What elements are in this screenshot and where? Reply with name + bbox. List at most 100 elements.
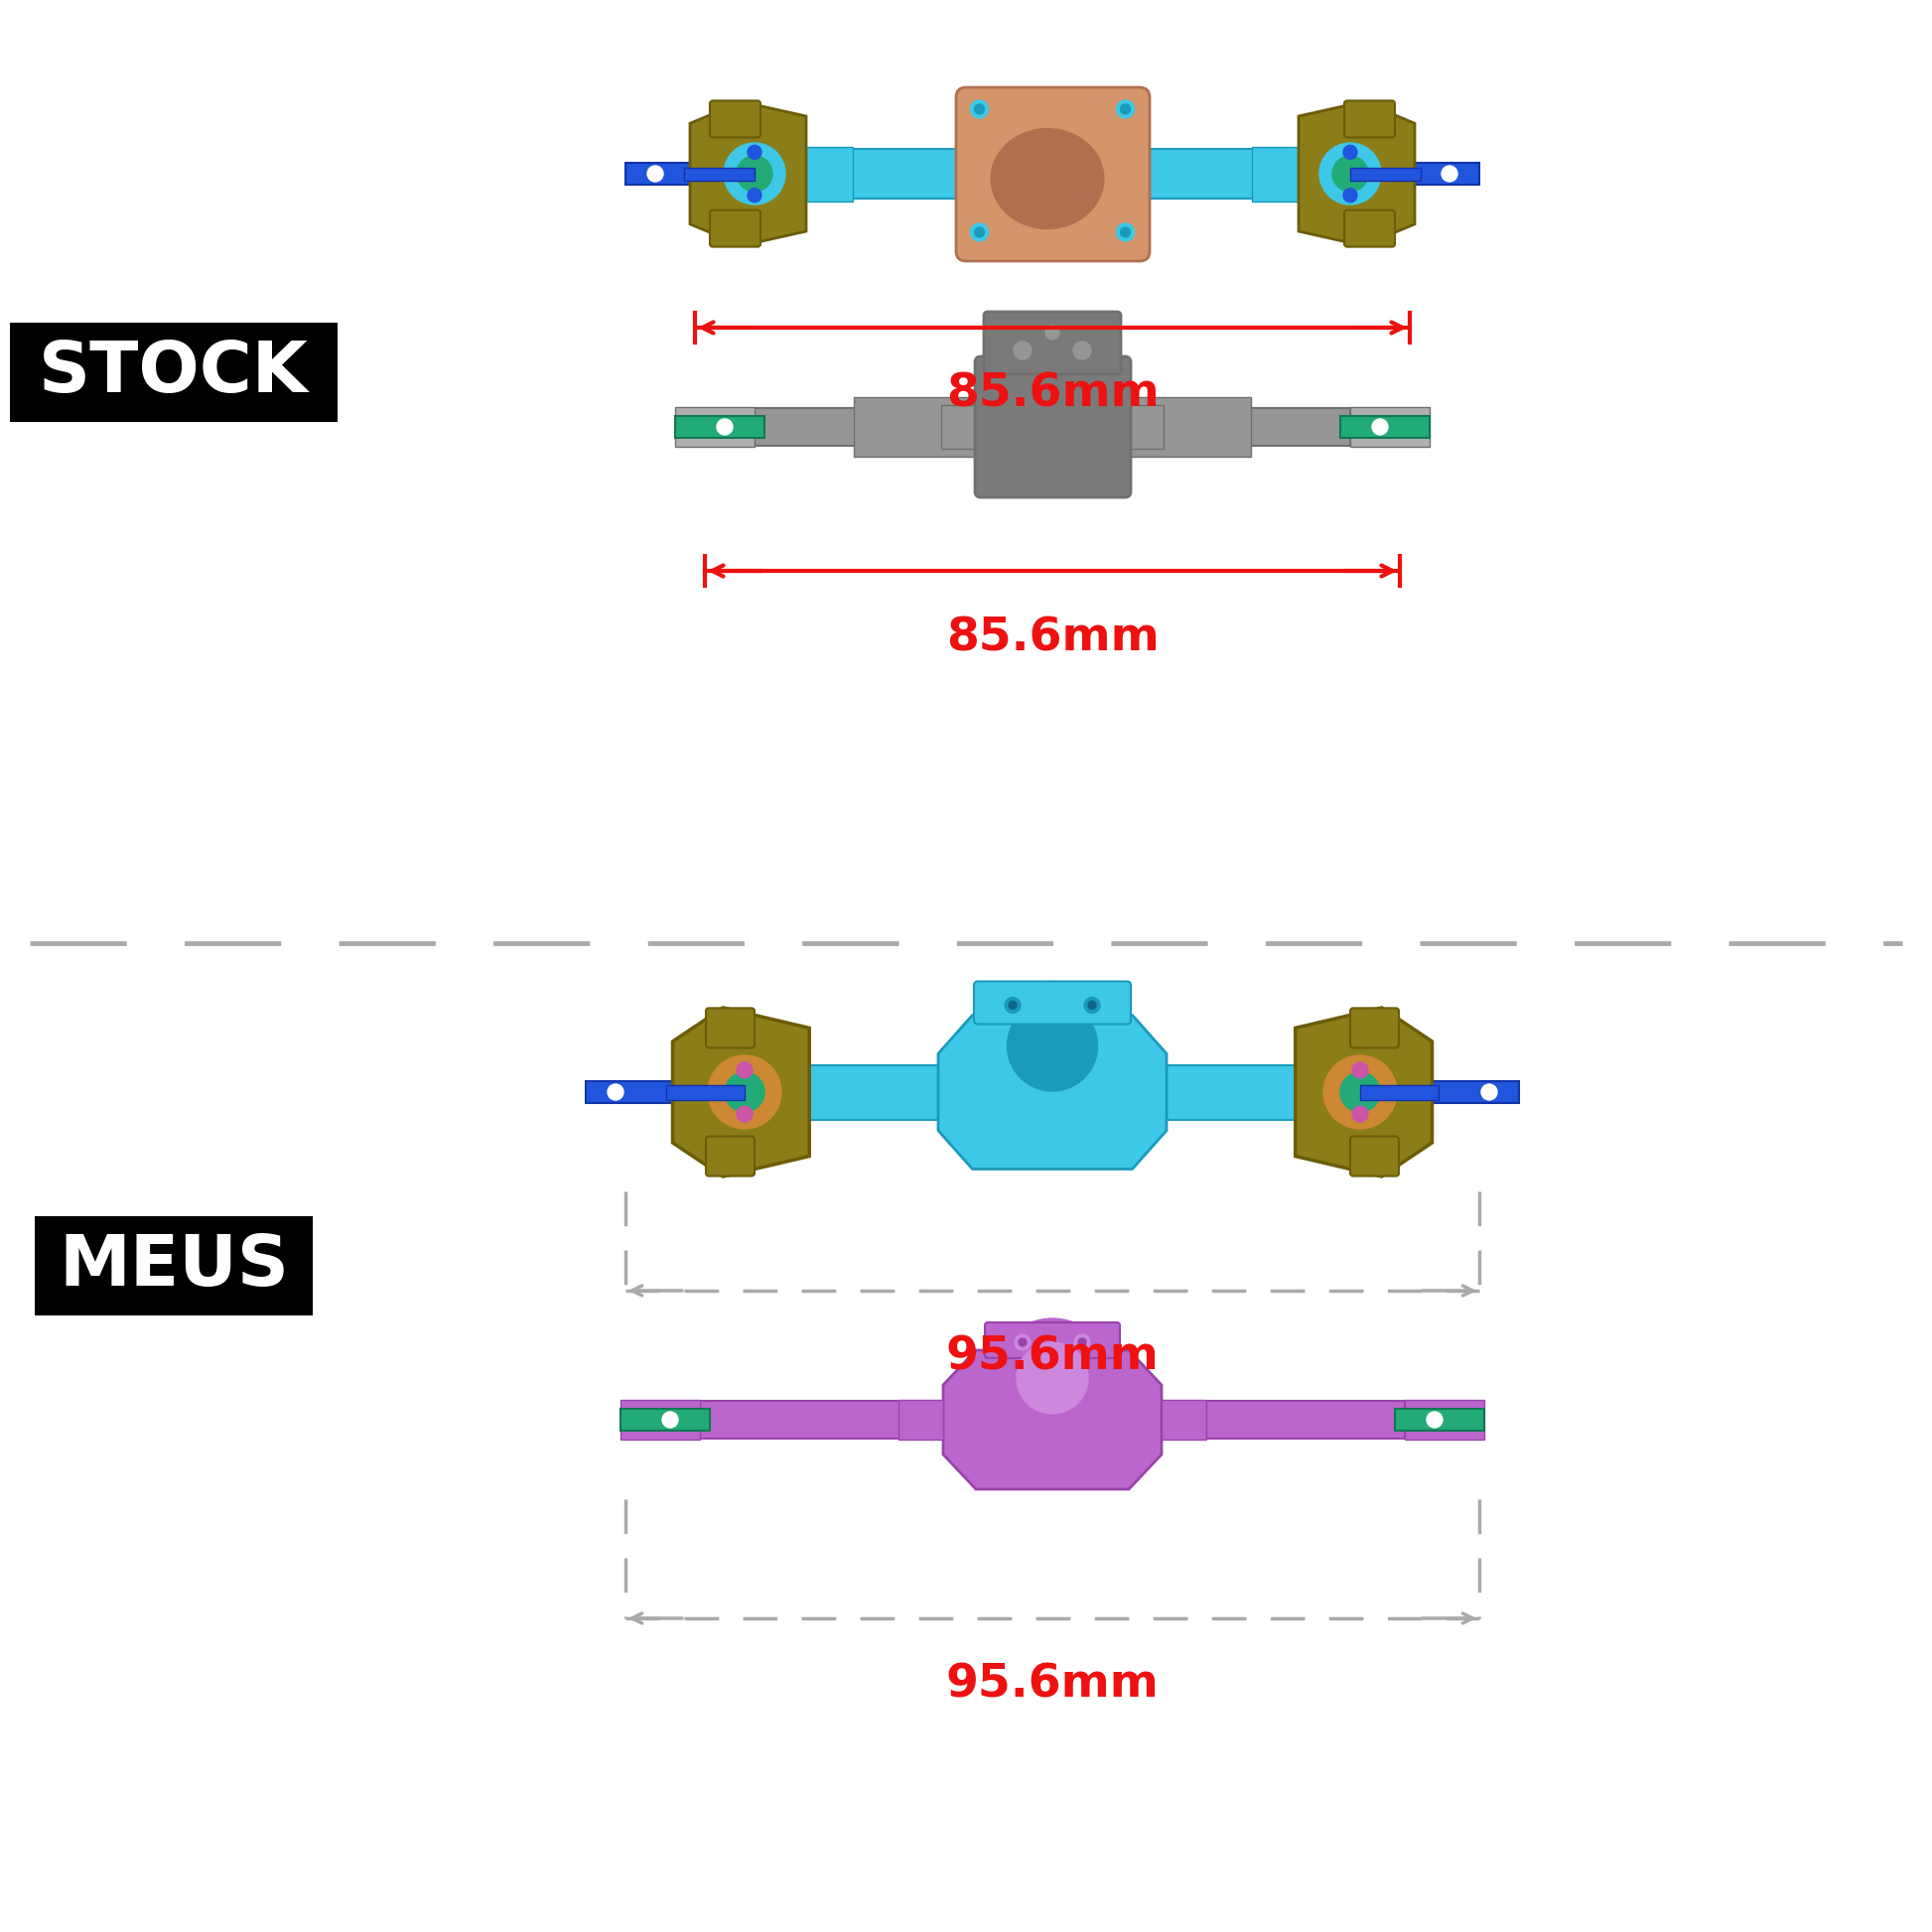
Bar bbox=[674, 408, 755, 446]
Polygon shape bbox=[1294, 1009, 1432, 1177]
Circle shape bbox=[736, 1063, 753, 1078]
Polygon shape bbox=[1298, 102, 1414, 245]
Polygon shape bbox=[943, 1350, 1161, 1490]
Circle shape bbox=[1352, 1107, 1368, 1122]
Circle shape bbox=[724, 143, 784, 205]
Circle shape bbox=[717, 419, 732, 435]
Circle shape bbox=[1426, 1412, 1443, 1428]
Circle shape bbox=[1482, 1084, 1497, 1099]
Bar bbox=[620, 1408, 709, 1430]
Circle shape bbox=[1333, 156, 1368, 191]
FancyBboxPatch shape bbox=[976, 355, 1130, 497]
Circle shape bbox=[1121, 104, 1130, 114]
Circle shape bbox=[748, 145, 761, 158]
Bar bbox=[1360, 1086, 1439, 1099]
Circle shape bbox=[1088, 1001, 1095, 1009]
Bar bbox=[898, 1401, 943, 1439]
Circle shape bbox=[974, 228, 985, 238]
Polygon shape bbox=[672, 1009, 810, 1177]
Bar bbox=[800, 1065, 1306, 1121]
FancyBboxPatch shape bbox=[1350, 1009, 1399, 1047]
Circle shape bbox=[1441, 166, 1457, 182]
Bar bbox=[585, 1082, 697, 1103]
Ellipse shape bbox=[991, 129, 1103, 228]
Circle shape bbox=[1343, 145, 1356, 158]
FancyBboxPatch shape bbox=[35, 1215, 313, 1316]
Circle shape bbox=[1372, 419, 1387, 435]
Polygon shape bbox=[690, 102, 806, 245]
Circle shape bbox=[970, 100, 989, 118]
Text: 95.6mm: 95.6mm bbox=[945, 1335, 1159, 1379]
Bar bbox=[684, 168, 755, 182]
Circle shape bbox=[1117, 224, 1134, 242]
Circle shape bbox=[1121, 228, 1130, 238]
Circle shape bbox=[1084, 997, 1099, 1012]
Bar bbox=[1124, 406, 1163, 448]
FancyBboxPatch shape bbox=[1345, 211, 1395, 247]
Circle shape bbox=[993, 1318, 1113, 1437]
FancyBboxPatch shape bbox=[709, 100, 761, 137]
Circle shape bbox=[663, 1412, 678, 1428]
FancyBboxPatch shape bbox=[974, 981, 1130, 1024]
Circle shape bbox=[987, 981, 1117, 1111]
Bar bbox=[1405, 1401, 1484, 1439]
Circle shape bbox=[748, 187, 761, 203]
Circle shape bbox=[707, 1055, 781, 1128]
Circle shape bbox=[1074, 1335, 1090, 1350]
Bar bbox=[1408, 1082, 1519, 1103]
Circle shape bbox=[1352, 1063, 1368, 1078]
Bar bbox=[1252, 147, 1312, 201]
FancyBboxPatch shape bbox=[983, 311, 1121, 375]
Bar bbox=[674, 415, 765, 439]
Bar bbox=[794, 147, 852, 201]
Text: STOCK: STOCK bbox=[39, 338, 309, 406]
FancyBboxPatch shape bbox=[705, 1009, 755, 1047]
Circle shape bbox=[1014, 1335, 1030, 1350]
Bar bbox=[1341, 415, 1430, 439]
Circle shape bbox=[1323, 1055, 1397, 1128]
Circle shape bbox=[1072, 342, 1092, 359]
Circle shape bbox=[1014, 342, 1032, 359]
Circle shape bbox=[1078, 1339, 1086, 1347]
Circle shape bbox=[1007, 1001, 1097, 1092]
FancyBboxPatch shape bbox=[1350, 1136, 1399, 1177]
Circle shape bbox=[1343, 187, 1356, 203]
Circle shape bbox=[974, 104, 985, 114]
Bar bbox=[1395, 1408, 1484, 1430]
Bar bbox=[699, 1401, 1405, 1439]
FancyBboxPatch shape bbox=[956, 87, 1150, 261]
Bar bbox=[800, 149, 1304, 199]
Text: 95.6mm: 95.6mm bbox=[945, 1663, 1159, 1708]
Circle shape bbox=[736, 156, 773, 191]
FancyBboxPatch shape bbox=[705, 1136, 755, 1177]
Circle shape bbox=[1005, 997, 1020, 1012]
Circle shape bbox=[970, 224, 989, 242]
Circle shape bbox=[607, 1084, 624, 1099]
Bar bbox=[626, 162, 711, 185]
Bar bbox=[755, 408, 1350, 446]
Circle shape bbox=[1045, 327, 1059, 340]
Bar bbox=[620, 1401, 699, 1439]
Bar bbox=[1161, 1401, 1206, 1439]
Circle shape bbox=[1016, 1343, 1088, 1414]
FancyBboxPatch shape bbox=[709, 211, 761, 247]
Circle shape bbox=[1341, 1072, 1379, 1113]
Bar bbox=[1350, 408, 1430, 446]
Circle shape bbox=[1009, 1001, 1016, 1009]
Circle shape bbox=[736, 1107, 753, 1122]
Circle shape bbox=[1320, 143, 1381, 205]
Bar bbox=[941, 406, 981, 448]
FancyBboxPatch shape bbox=[1345, 100, 1395, 137]
Text: 85.6mm: 85.6mm bbox=[947, 616, 1159, 661]
Bar bbox=[667, 1086, 744, 1099]
Polygon shape bbox=[939, 1014, 1167, 1169]
Text: 85.6mm: 85.6mm bbox=[947, 373, 1159, 417]
Circle shape bbox=[724, 1072, 765, 1113]
Bar bbox=[854, 396, 1250, 458]
Circle shape bbox=[647, 166, 663, 182]
Circle shape bbox=[1018, 1339, 1026, 1347]
Text: MEUS: MEUS bbox=[58, 1231, 290, 1300]
Bar bbox=[1393, 162, 1480, 185]
Bar bbox=[1350, 168, 1420, 182]
FancyBboxPatch shape bbox=[985, 1321, 1121, 1358]
